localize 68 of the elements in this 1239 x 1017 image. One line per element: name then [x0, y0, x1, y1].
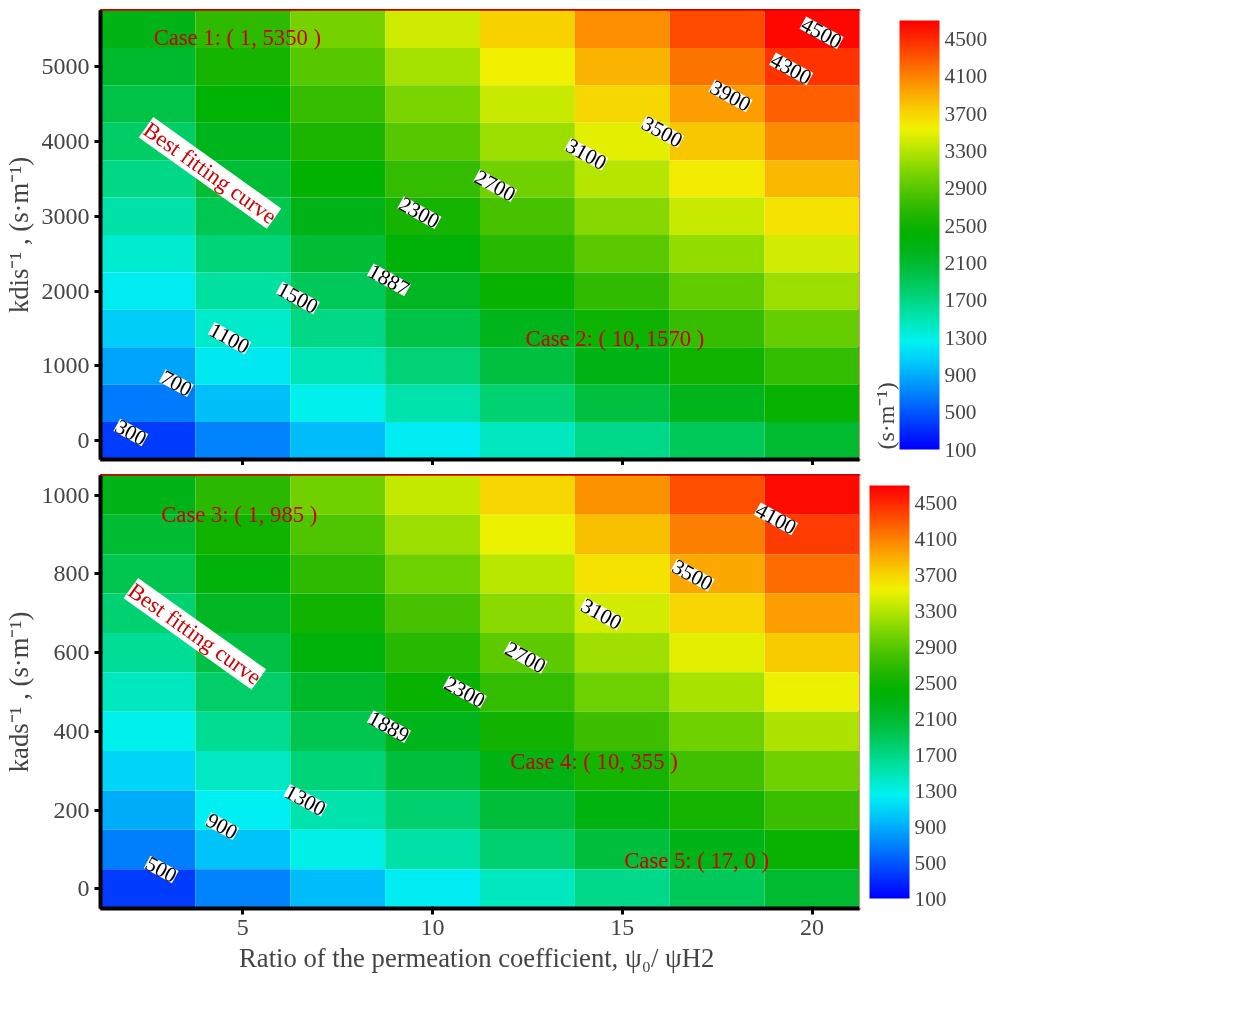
- color-bar-label: 2500: [944, 213, 988, 238]
- x-tick-label: 15: [610, 913, 635, 940]
- color-bar-label: 500: [914, 850, 947, 875]
- y-tick-label: 4000: [41, 127, 90, 154]
- annotation: Case 1: ( 1, 5350 ): [153, 24, 322, 50]
- annotation: 1887: [364, 259, 414, 301]
- color-bar-label: 900: [944, 362, 977, 387]
- color-bar-label: 500: [944, 400, 977, 425]
- color-bar-label: 1700: [914, 742, 958, 767]
- annotation: 2300: [440, 671, 490, 713]
- y-tick-label: 0: [77, 875, 90, 902]
- color-bar-label: 4500: [944, 27, 988, 52]
- color-bar-label: 4100: [914, 527, 958, 552]
- annotation: Case 5: ( 17, 0 ): [624, 848, 769, 874]
- color-bar-label: 2100: [944, 250, 988, 275]
- x-tick-label: 10: [420, 913, 445, 940]
- annotation: 2300: [394, 191, 444, 234]
- color-bar-label: 1300: [944, 325, 988, 350]
- annotation: 700: [156, 364, 197, 402]
- color-bar-label: 1300: [914, 778, 958, 803]
- y-tick-label: 200: [53, 796, 90, 823]
- annotation: 2700: [470, 164, 520, 207]
- color-bar-label: 2500: [914, 671, 958, 696]
- color-bar-label: 100: [914, 886, 947, 911]
- color-bar-label: 900: [914, 814, 947, 839]
- color-bar-label: 2900: [944, 176, 988, 201]
- color-bar-label: 3700: [944, 101, 988, 126]
- color-bar-label: 4500: [914, 491, 958, 516]
- x-tick-label: 5: [236, 913, 249, 940]
- y-tick-label: 2000: [41, 277, 90, 304]
- annotation: 4100: [751, 498, 801, 540]
- annotation: Case 2: ( 10, 1570 ): [525, 325, 705, 351]
- annotation: 900: [202, 808, 242, 845]
- annotation: Case 3: ( 1, 985 ): [161, 501, 318, 527]
- x-tick-label: 20: [800, 913, 825, 940]
- annotation: 500: [141, 851, 182, 888]
- annotation: 300: [111, 414, 151, 451]
- y-tick-label: 3000: [41, 202, 90, 229]
- color-bar-label: 4100: [944, 64, 988, 89]
- y-tick-label: 0: [77, 427, 90, 454]
- annotation: 1889: [364, 705, 414, 748]
- annotation: 3500: [668, 554, 717, 596]
- color-bar-label: 2900: [914, 635, 958, 660]
- y-axis-title: kdis⁻¹ , (s·m⁻¹): [3, 156, 34, 314]
- annotation: 3100: [561, 133, 611, 175]
- color-bar-label: 3700: [914, 563, 958, 588]
- color-bar-label: 1700: [944, 288, 988, 313]
- annotation: 2700: [501, 636, 551, 679]
- y-tick-label: 600: [53, 639, 90, 666]
- y-tick-label: 1000: [41, 481, 90, 508]
- annotation: 1100: [205, 317, 254, 359]
- annotation: 3900: [706, 75, 755, 117]
- y-tick-label: 400: [53, 717, 90, 744]
- y-tick-label: 5000: [41, 53, 90, 80]
- x-axis-title: Ratio of the permeation coefficient, ψ₀/ ψH2: [239, 942, 715, 973]
- color-bar-label: 2100: [914, 706, 958, 731]
- color-bar-label: 3300: [914, 599, 958, 624]
- color-bar-title: (s·m⁻¹): [872, 382, 899, 450]
- y-axis-title: kads⁻¹ , (s·m⁻¹): [3, 611, 34, 773]
- annotation: 3100: [576, 593, 626, 635]
- color-bar-label: 100: [944, 437, 977, 462]
- color-bar-label: 3300: [944, 139, 988, 164]
- annotation: 1500: [273, 277, 323, 319]
- y-tick-label: 800: [53, 560, 90, 587]
- annotation: 1300: [280, 779, 330, 822]
- annotation: 3500: [637, 110, 687, 153]
- annotation: Case 4: ( 10, 355 ): [510, 748, 678, 774]
- y-tick-label: 1000: [41, 352, 90, 379]
